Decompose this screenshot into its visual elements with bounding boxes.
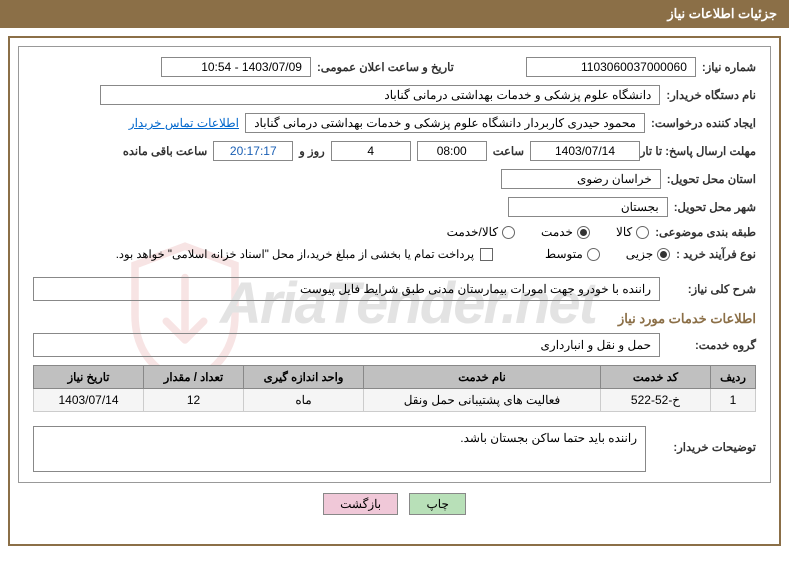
- deadline-date-value: 1403/07/14: [530, 141, 640, 161]
- requester-value: محمود حیدری کاربردار دانشگاه علوم پزشکی …: [245, 113, 645, 133]
- print-button[interactable]: چاپ: [409, 493, 465, 515]
- radio-goods-service-label: کالا/خدمت: [447, 225, 498, 239]
- announce-date-value: 1403/07/09 - 10:54: [161, 57, 311, 77]
- services-table: ردیف کد خدمت نام خدمت واحد اندازه گیری ت…: [33, 365, 756, 412]
- th-date: تاریخ نیاز: [34, 366, 144, 389]
- announce-date-label: تاریخ و ساعت اعلان عمومی:: [317, 60, 454, 74]
- deadline-time-value: 08:00: [417, 141, 487, 161]
- radio-goods-circle: [636, 226, 649, 239]
- buyer-notes-label: توضیحات خریدار:: [656, 426, 756, 472]
- deadline-label: مهلت ارسال پاسخ: تا تاریخ:: [646, 144, 756, 158]
- general-desc-value: راننده با خودرو جهت امورات بیمارستان مدن…: [33, 277, 660, 301]
- buyer-org-value: دانشگاه علوم پزشکی و خدمات بهداشتی درمان…: [100, 85, 660, 105]
- countdown-value: 20:17:17: [213, 141, 293, 161]
- page-header: جزئیات اطلاعات نیاز: [0, 0, 789, 28]
- outer-frame: شماره نیاز: 1103060037000060 تاریخ و ساع…: [8, 36, 781, 546]
- radio-medium-label: متوسط: [545, 247, 583, 261]
- province-value: خراسان رضوی: [501, 169, 661, 189]
- city-value: بجستان: [508, 197, 668, 217]
- page-title: جزئیات اطلاعات نیاز: [667, 6, 777, 21]
- radio-goods-label: کالا: [616, 225, 632, 239]
- service-info-title: اطلاعات خدمات مورد نیاز: [33, 311, 756, 327]
- cell-unit: ماه: [244, 389, 364, 412]
- th-row: ردیف: [711, 366, 756, 389]
- payment-checkbox[interactable]: [480, 248, 493, 261]
- radio-goods-service-circle: [502, 226, 515, 239]
- cell-qty: 12: [144, 389, 244, 412]
- subject-class-label: طبقه بندی موضوعی:: [655, 225, 756, 239]
- cell-row: 1: [711, 389, 756, 412]
- payment-note: پرداخت تمام یا بخشی از مبلغ خرید،از محل …: [116, 247, 474, 261]
- radio-medium[interactable]: متوسط: [545, 247, 600, 261]
- radio-minor[interactable]: جزیی: [626, 247, 670, 261]
- cell-code: خ-52-522: [601, 389, 711, 412]
- contact-link[interactable]: اطلاعات تماس خریدار: [129, 116, 239, 130]
- general-desc-label: شرح کلی نیاز:: [666, 282, 756, 296]
- radio-minor-label: جزیی: [626, 247, 653, 261]
- days-and-label: روز و: [299, 144, 324, 158]
- process-type-label: نوع فرآیند خرید :: [676, 247, 756, 261]
- remaining-label: ساعت باقی مانده: [123, 144, 207, 158]
- province-label: استان محل تحویل:: [667, 172, 756, 186]
- radio-goods[interactable]: کالا: [616, 225, 649, 239]
- inner-frame: شماره نیاز: 1103060037000060 تاریخ و ساع…: [18, 46, 771, 483]
- need-number-value: 1103060037000060: [526, 57, 696, 77]
- buyer-notes-value: راننده باید حتما ساکن بجستان باشد.: [33, 426, 646, 472]
- service-group-value: حمل و نقل و انبارداری: [33, 333, 660, 357]
- radio-service-circle: [577, 226, 590, 239]
- days-value: 4: [331, 141, 411, 161]
- th-code: کد خدمت: [601, 366, 711, 389]
- radio-service-label: خدمت: [541, 225, 573, 239]
- requester-label: ایجاد کننده درخواست:: [651, 116, 756, 130]
- buyer-org-label: نام دستگاه خریدار:: [666, 88, 756, 102]
- time-label: ساعت: [493, 144, 524, 158]
- back-button[interactable]: بازگشت: [323, 493, 398, 515]
- th-unit: واحد اندازه گیری: [244, 366, 364, 389]
- th-qty: تعداد / مقدار: [144, 366, 244, 389]
- radio-goods-service[interactable]: کالا/خدمت: [447, 225, 515, 239]
- radio-minor-circle: [657, 248, 670, 261]
- radio-service[interactable]: خدمت: [541, 225, 590, 239]
- radio-medium-circle: [587, 248, 600, 261]
- service-group-label: گروه خدمت:: [666, 338, 756, 352]
- need-number-label: شماره نیاز:: [702, 60, 756, 74]
- cell-name: فعالیت های پشتیبانی حمل ونقل: [364, 389, 601, 412]
- cell-date: 1403/07/14: [34, 389, 144, 412]
- city-label: شهر محل تحویل:: [674, 200, 756, 214]
- table-row: 1 خ-52-522 فعالیت های پشتیبانی حمل ونقل …: [34, 389, 756, 412]
- th-name: نام خدمت: [364, 366, 601, 389]
